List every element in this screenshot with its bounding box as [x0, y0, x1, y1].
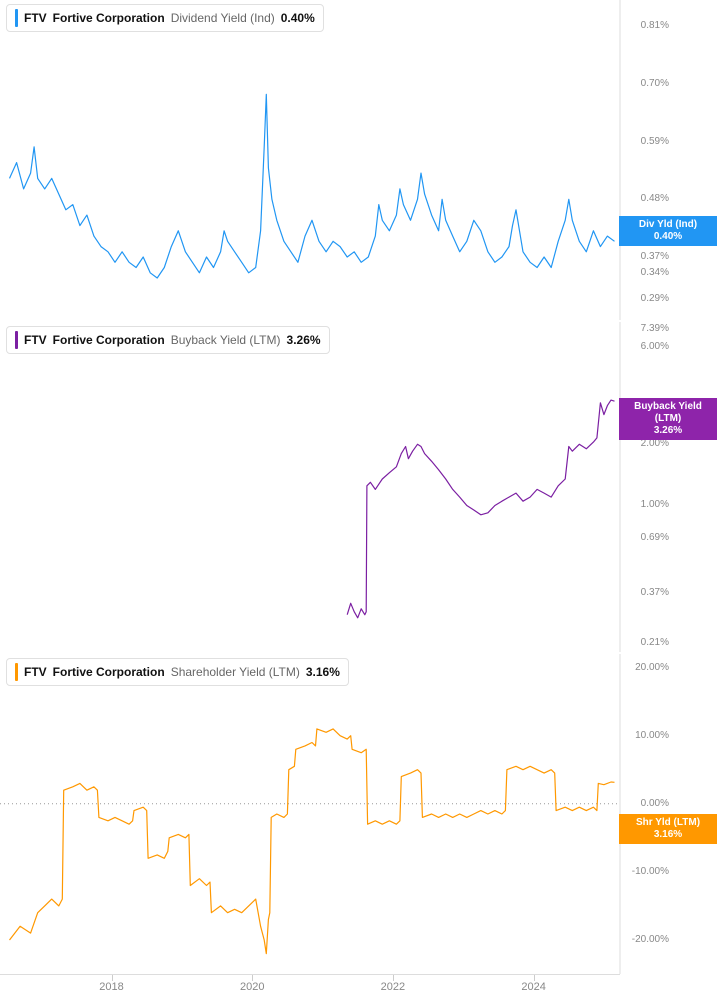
chart-svg-buyback[interactable]	[0, 322, 717, 652]
legend-value: 0.40%	[281, 11, 315, 25]
legend-shr[interactable]: FTV Fortive Corporation Shareholder Yield …	[6, 658, 349, 686]
yaxis-tick: 0.34%	[609, 267, 669, 278]
xaxis-tick: 2020	[240, 981, 264, 993]
legend-ticker: FTV	[24, 665, 47, 679]
yaxis-tick: 0.29%	[609, 293, 669, 304]
legend-metric: Dividend Yield (Ind)	[171, 11, 275, 25]
yaxis-tick: 0.81%	[609, 20, 669, 31]
yaxis-tick: 0.59%	[609, 136, 669, 147]
price-label-value: 3.26%	[623, 425, 713, 437]
price-label-name: Shr Yld (LTM)	[623, 817, 713, 829]
yaxis-tick: 0.00%	[609, 798, 669, 809]
price-label-div: Div Yld (Ind)0.40%	[619, 216, 717, 246]
series-line-buyback	[347, 400, 614, 618]
series-line-shr	[10, 729, 615, 954]
legend-company: Fortive Corporation	[53, 333, 165, 347]
yaxis-tick: 0.37%	[609, 251, 669, 262]
legend-value: 3.26%	[287, 333, 321, 347]
yaxis-tick: -20.00%	[609, 934, 669, 945]
legend-ticker: FTV	[24, 11, 47, 25]
series-line-div	[10, 94, 615, 278]
legend-color-bar	[15, 331, 18, 349]
yaxis-tick: 10.00%	[609, 730, 669, 741]
legend-ticker: FTV	[24, 333, 47, 347]
legend-company: Fortive Corporation	[53, 665, 165, 679]
yaxis-tick: 1.00%	[609, 499, 669, 510]
chart-svg-shr[interactable]	[0, 654, 717, 974]
xaxis-tick: 2022	[381, 981, 405, 993]
chart-panel-buyback: 7.39%6.00%3.00%2.00%1.00%0.69%0.37%0.21%…	[0, 322, 717, 652]
price-label-shr: Shr Yld (LTM)3.16%	[619, 814, 717, 844]
xaxis-tick: 2024	[521, 981, 545, 993]
legend-metric: Buyback Yield (LTM)	[171, 333, 281, 347]
legend-color-bar	[15, 9, 18, 27]
price-label-name: Buyback Yield (LTM)	[623, 401, 713, 425]
legend-color-bar	[15, 663, 18, 681]
price-label-name: Div Yld (Ind)	[623, 219, 713, 231]
yaxis-tick: 0.21%	[609, 637, 669, 648]
legend-value: 3.16%	[306, 665, 340, 679]
legend-metric: Shareholder Yield (LTM)	[171, 665, 300, 679]
legend-buyback[interactable]: FTV Fortive Corporation Buyback Yield (LTM…	[6, 326, 330, 354]
yaxis-tick: 0.69%	[609, 532, 669, 543]
yaxis-tick: -10.00%	[609, 866, 669, 877]
yaxis-tick: 0.48%	[609, 193, 669, 204]
chart-panel-div: 0.81% 0.70% 0.59% 0.48% 0.40% 0.37% 0.34% 0.29%…	[0, 0, 717, 320]
yaxis-tick: 0.37%	[609, 587, 669, 598]
price-label-buyback: Buyback Yield (LTM)3.26%	[619, 398, 717, 440]
legend-div[interactable]: FTV Fortive Corporation Dividend Yield (In…	[6, 4, 324, 32]
x-axis: 2018202020222024	[0, 974, 620, 975]
yaxis-tick: 0.70%	[609, 78, 669, 89]
price-label-value: 0.40%	[623, 231, 713, 243]
yaxis-tick: 20.00%	[609, 662, 669, 673]
price-label-value: 3.16%	[623, 829, 713, 841]
xaxis-tick: 2018	[99, 981, 123, 993]
chart-panel-shr: 20.00% 10.00% 0.00% -10.00% -20.00% Shr Yld (…	[0, 654, 717, 974]
legend-company: Fortive Corporation	[53, 11, 165, 25]
yaxis-tick: 6.00%	[609, 341, 669, 352]
yaxis-tick: 7.39%	[609, 323, 669, 334]
